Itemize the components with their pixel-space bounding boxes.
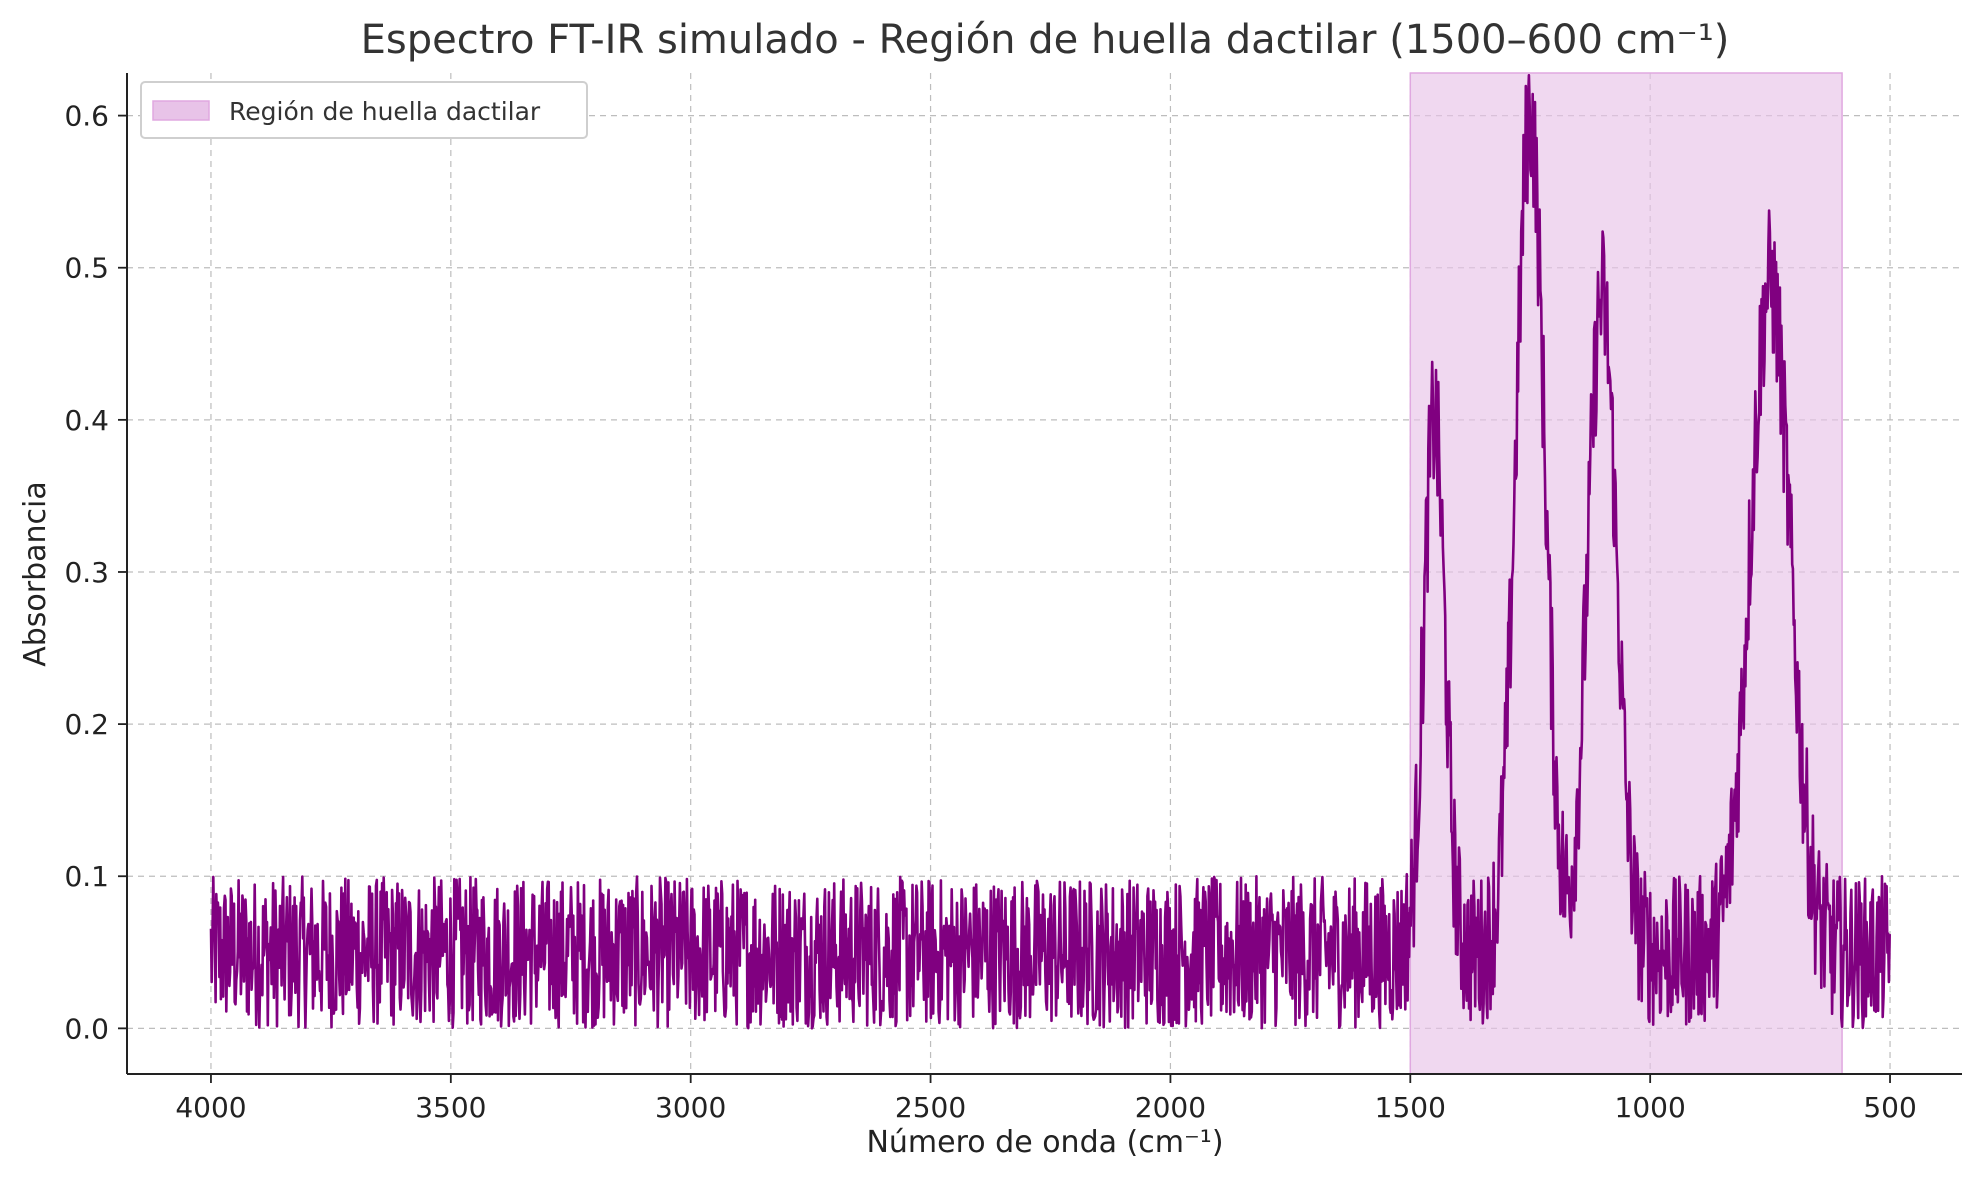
- axes: [126, 73, 1962, 1075]
- chart-title: Espectro FT-IR simulado - Región de huel…: [361, 17, 1730, 63]
- y-tick-label: 0.6: [64, 100, 109, 133]
- y-tick-label: 0.3: [64, 556, 109, 589]
- legend-swatch-highlight-region: [152, 100, 210, 121]
- y-tick-label: 0.0: [64, 1012, 109, 1045]
- x-tick-label: 4000: [175, 1091, 246, 1124]
- x-tick-label: 3500: [415, 1091, 486, 1124]
- y-tick-label: 0.4: [64, 404, 109, 437]
- x-tick-label: 2000: [1135, 1091, 1206, 1124]
- ticks: 4000 3500 3000 2500 2000 1500 1000 500 0.0 0.1 0.2…: [64, 100, 1916, 1124]
- x-axis-label: Número de onda (cm⁻¹): [866, 1125, 1223, 1160]
- x-tick-label: 3000: [655, 1091, 726, 1124]
- x-tick-label: 500: [1863, 1091, 1916, 1124]
- legend: Región de huella dactilar: [140, 81, 588, 139]
- y-axis-label: Absorbancia: [18, 481, 53, 667]
- x-tick-label: 2500: [895, 1091, 966, 1124]
- y-tick-label: 0.5: [64, 252, 109, 285]
- series-layer: [209, 73, 1891, 1030]
- legend-box: [140, 81, 588, 139]
- spectrum-line: [209, 73, 1891, 1030]
- x-tick-label: 1000: [1615, 1091, 1686, 1124]
- y-tick-label: 0.2: [64, 708, 109, 741]
- legend-label-highlight-region: Región de huella dactilar: [229, 97, 541, 126]
- x-tick-label: 1500: [1375, 1091, 1446, 1124]
- y-tick-label: 0.1: [64, 860, 109, 893]
